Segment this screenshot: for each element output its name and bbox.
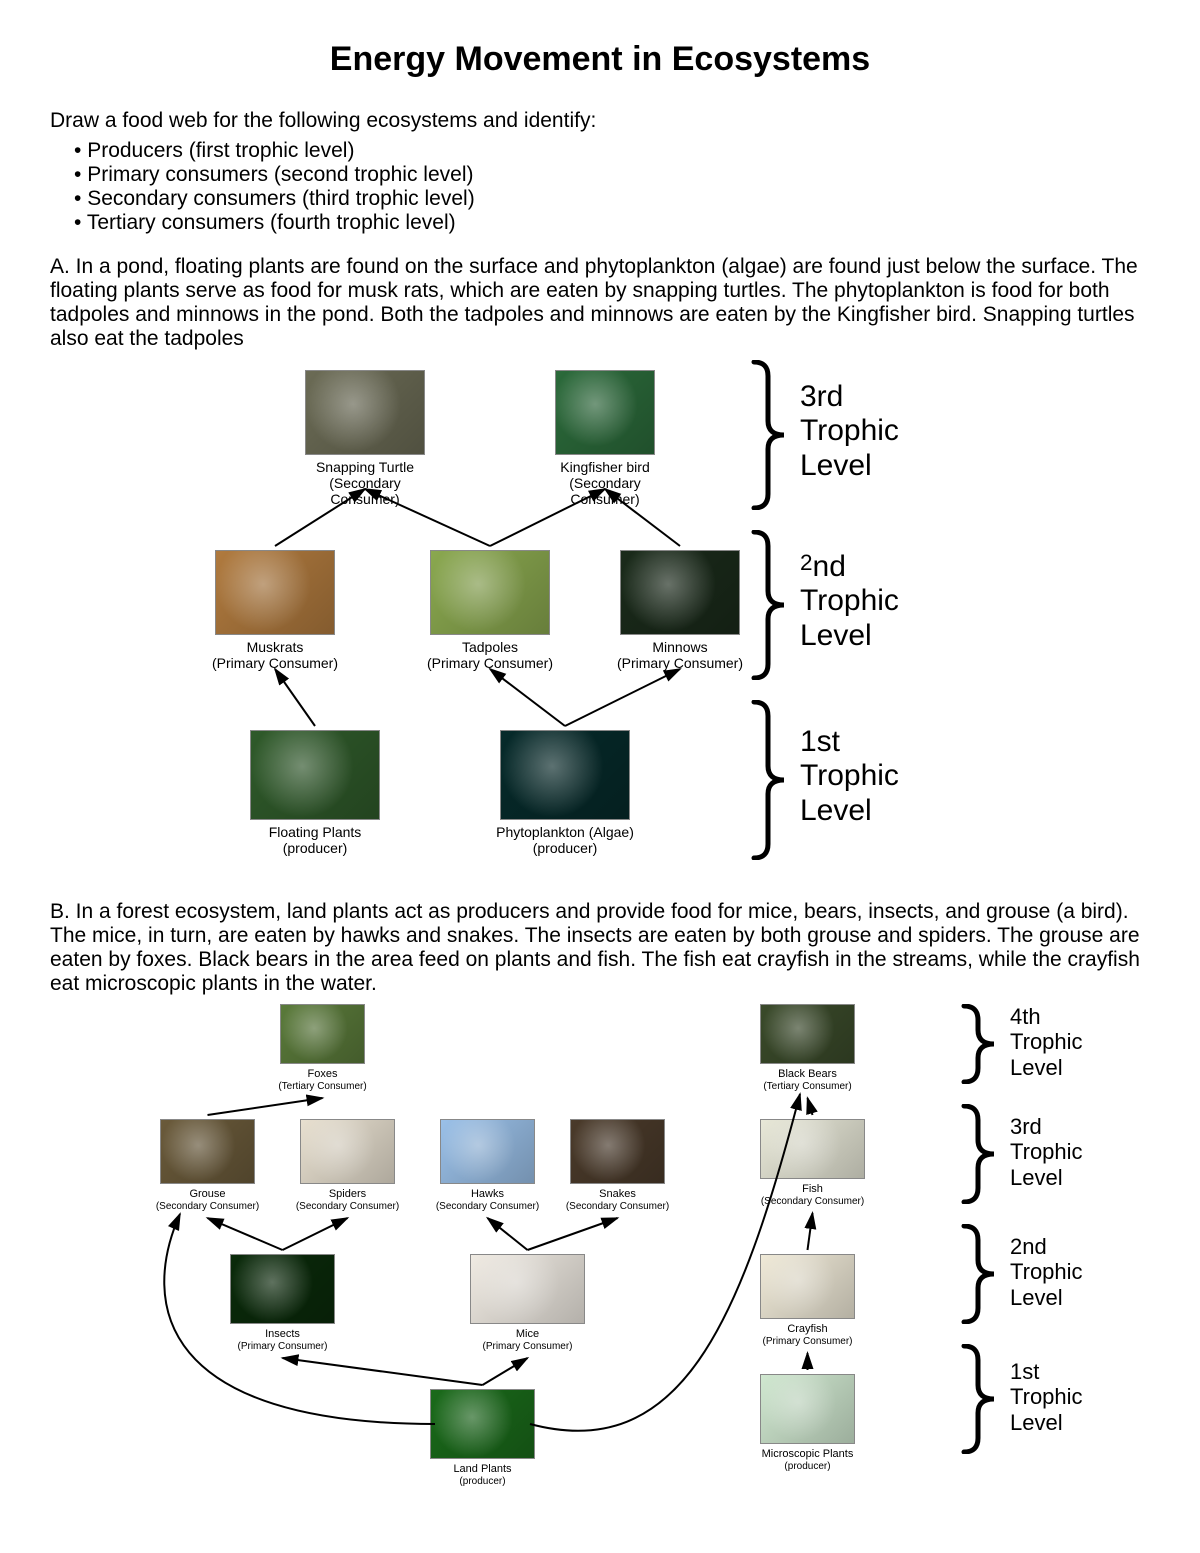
organism-node-spider: Spiders(Secondary Consumer) (278, 1119, 418, 1212)
organism-node-phyto: Phytoplankton (Algae)(producer) (495, 730, 635, 856)
organism-node-muskrat: Muskrats(Primary Consumer) (205, 550, 345, 671)
organism-node-tadpole: Tadpoles(Primary Consumer) (420, 550, 560, 671)
organism-role: (Secondary Consumer) (743, 1196, 883, 1208)
organism-role: (Tertiary Consumer) (253, 1081, 393, 1093)
organism-role: (producer) (413, 1476, 553, 1488)
organism-node-hawk: Hawks(Secondary Consumer) (418, 1119, 558, 1212)
organism-node-mouse: Mice(Primary Consumer) (458, 1254, 598, 1352)
organism-name: Minnows (610, 639, 750, 655)
list-item: Primary consumers (second trophic level) (74, 163, 1150, 187)
organism-image (250, 730, 380, 820)
organism-name: Foxes (253, 1068, 393, 1081)
organism-name: Hawks (418, 1188, 558, 1201)
organism-image (430, 550, 550, 635)
trophic-level-label: 4thTrophicLevel (1010, 1004, 1083, 1080)
organism-name: Grouse (138, 1188, 278, 1201)
organism-node-snake: Snakes(Secondary Consumer) (548, 1119, 688, 1212)
food-web-diagram-a: Snapping Turtle(Secondary Consumer)Kingf… (100, 360, 1100, 890)
organism-image (280, 1004, 365, 1064)
organism-image (570, 1119, 665, 1184)
organism-image (430, 1389, 535, 1459)
organism-role: (Secondary Consumer) (278, 1201, 418, 1213)
trophic-level-label: 3rdTrophicLevel (1010, 1114, 1083, 1190)
organism-role: (Tertiary Consumer) (738, 1081, 878, 1093)
organism-name: Kingfisher bird (535, 459, 675, 475)
organism-node-land: Land Plants(producer) (413, 1389, 553, 1487)
trophic-level-label: 2ndTrophicLevel (1010, 1234, 1083, 1310)
organism-name: Muskrats (205, 639, 345, 655)
organism-role: (Secondary Consumer) (295, 475, 435, 507)
organism-node-kingfisher: Kingfisher bird(Secondary Consumer) (535, 370, 675, 507)
trophic-level-label: 1stTrophicLevel (1010, 1359, 1083, 1435)
organism-image (215, 550, 335, 635)
organism-image (470, 1254, 585, 1324)
organism-role: (Primary Consumer) (610, 655, 750, 671)
scenario-a-text: A. In a pond, floating plants are found … (50, 255, 1150, 352)
organism-image (300, 1119, 395, 1184)
organism-role: (Primary Consumer) (205, 655, 345, 671)
organism-name: Black Bears (738, 1068, 878, 1081)
organism-node-crayfish: Crayfish(Primary Consumer) (738, 1254, 878, 1347)
organism-image (555, 370, 655, 455)
organism-image (620, 550, 740, 635)
organism-role: (producer) (495, 840, 635, 856)
organism-role: (producer) (738, 1461, 878, 1473)
trophic-level-label: 3rdTrophicLevel (800, 380, 899, 484)
organism-name: Crayfish (738, 1323, 878, 1336)
organism-image (760, 1374, 855, 1444)
organism-role: (Secondary Consumer) (535, 475, 675, 507)
trophic-level-label: 2ndTrophicLevel (800, 550, 899, 654)
organism-role: (producer) (245, 840, 385, 856)
organism-role: (Primary Consumer) (213, 1341, 353, 1353)
organism-image (230, 1254, 335, 1324)
organism-name: Phytoplankton (Algae) (495, 824, 635, 840)
list-item: Tertiary consumers (fourth trophic level… (74, 211, 1150, 235)
organism-node-grouse: Grouse(Secondary Consumer) (138, 1119, 278, 1212)
organism-name: Insects (213, 1328, 353, 1341)
organism-node-turtle: Snapping Turtle(Secondary Consumer) (295, 370, 435, 507)
organism-name: Land Plants (413, 1463, 553, 1476)
organism-role: (Primary Consumer) (458, 1341, 598, 1353)
organism-image (305, 370, 425, 455)
organism-name: Snapping Turtle (295, 459, 435, 475)
organism-node-bear: Black Bears(Tertiary Consumer) (738, 1004, 878, 1092)
trophic-level-label: 1stTrophicLevel (800, 725, 899, 829)
organism-node-minnow: Minnows(Primary Consumer) (610, 550, 750, 671)
organism-role: (Secondary Consumer) (548, 1201, 688, 1213)
organism-name: Snakes (548, 1188, 688, 1201)
organism-name: Spiders (278, 1188, 418, 1201)
organism-node-fish: Fish(Secondary Consumer) (743, 1119, 883, 1207)
organism-image (760, 1254, 855, 1319)
organism-role: (Primary Consumer) (738, 1336, 878, 1348)
organism-image (760, 1119, 865, 1179)
organism-node-insect: Insects(Primary Consumer) (213, 1254, 353, 1352)
list-item: Producers (first trophic level) (74, 139, 1150, 163)
organism-image (160, 1119, 255, 1184)
organism-image (760, 1004, 855, 1064)
organism-image (440, 1119, 535, 1184)
organism-name: Mice (458, 1328, 598, 1341)
page-title: Energy Movement in Ecosystems (50, 40, 1150, 79)
organism-image (500, 730, 630, 820)
scenario-b-text: B. In a forest ecosystem, land plants ac… (50, 900, 1150, 997)
organism-name: Tadpoles (420, 639, 560, 655)
food-web-diagram-b: Foxes(Tertiary Consumer)Black Bears(Tert… (100, 1004, 1100, 1484)
list-item: Secondary consumers (third trophic level… (74, 187, 1150, 211)
instructions-intro: Draw a food web for the following ecosys… (50, 109, 1150, 133)
organism-node-fox: Foxes(Tertiary Consumer) (253, 1004, 393, 1092)
organism-role: (Primary Consumer) (420, 655, 560, 671)
organism-node-plants: Floating Plants(producer) (245, 730, 385, 856)
organism-name: Fish (743, 1183, 883, 1196)
organism-role: (Secondary Consumer) (418, 1201, 558, 1213)
trophic-levels-list: Producers (first trophic level) Primary … (50, 139, 1150, 235)
organism-name: Floating Plants (245, 824, 385, 840)
organism-role: (Secondary Consumer) (138, 1201, 278, 1213)
organism-node-micro: Microscopic Plants(producer) (738, 1374, 878, 1472)
organism-name: Microscopic Plants (738, 1448, 878, 1461)
